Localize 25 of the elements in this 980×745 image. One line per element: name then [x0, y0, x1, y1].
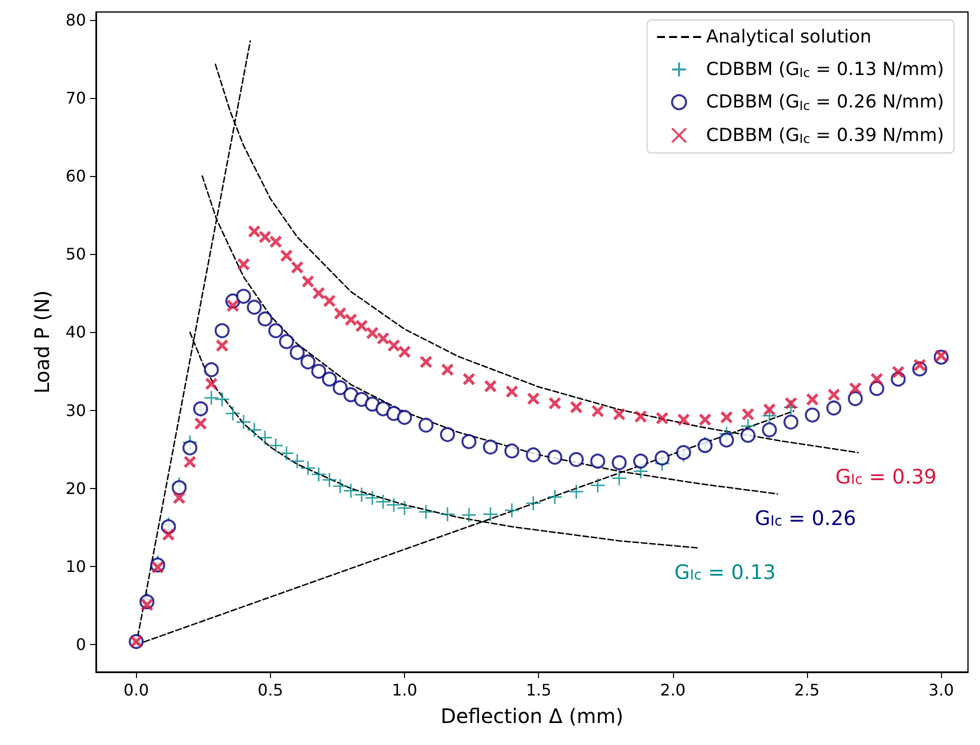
annotation: GIc = 0.26	[754, 506, 856, 530]
annotation: GIc = 0.13	[674, 560, 776, 584]
y-tick-label: 80	[66, 10, 86, 30]
y-tick-label: 50	[66, 244, 86, 264]
y-tick-label: 60	[66, 166, 86, 186]
x-tick-label: 1.0	[392, 680, 418, 700]
y-tick-label: 10	[66, 557, 86, 576]
y-axis-title: Load P (N)	[30, 290, 54, 394]
y-tick-label: 30	[66, 400, 86, 420]
y-tick-label: 70	[66, 88, 86, 108]
legend-label: CDBBM (GIc = 0.39 N/mm)	[706, 124, 944, 146]
x-tick-label: 2.0	[660, 680, 686, 700]
annotation: GIc = 0.39	[835, 464, 937, 489]
x-tick-label: 2.5	[794, 680, 820, 700]
legend-label: CDBBM (GIc = 0.26 N/mm)	[706, 92, 944, 113]
y-tick-label: 0	[76, 635, 86, 654]
y-tick-label: 20	[66, 478, 86, 498]
x-tick-label: 0.0	[124, 680, 149, 700]
x-tick-label: 3.0	[928, 680, 954, 700]
legend-label: CDBBM (GIc = 0.13 N/mm)	[706, 59, 944, 80]
y-tick-label: 40	[66, 322, 86, 342]
x-tick-label: 1.5	[526, 680, 552, 700]
x-axis-title: Deflection Δ (mm)	[440, 704, 624, 728]
x-tick-label: 0.5	[258, 680, 284, 700]
legend-label: Analytical solution	[706, 26, 872, 48]
